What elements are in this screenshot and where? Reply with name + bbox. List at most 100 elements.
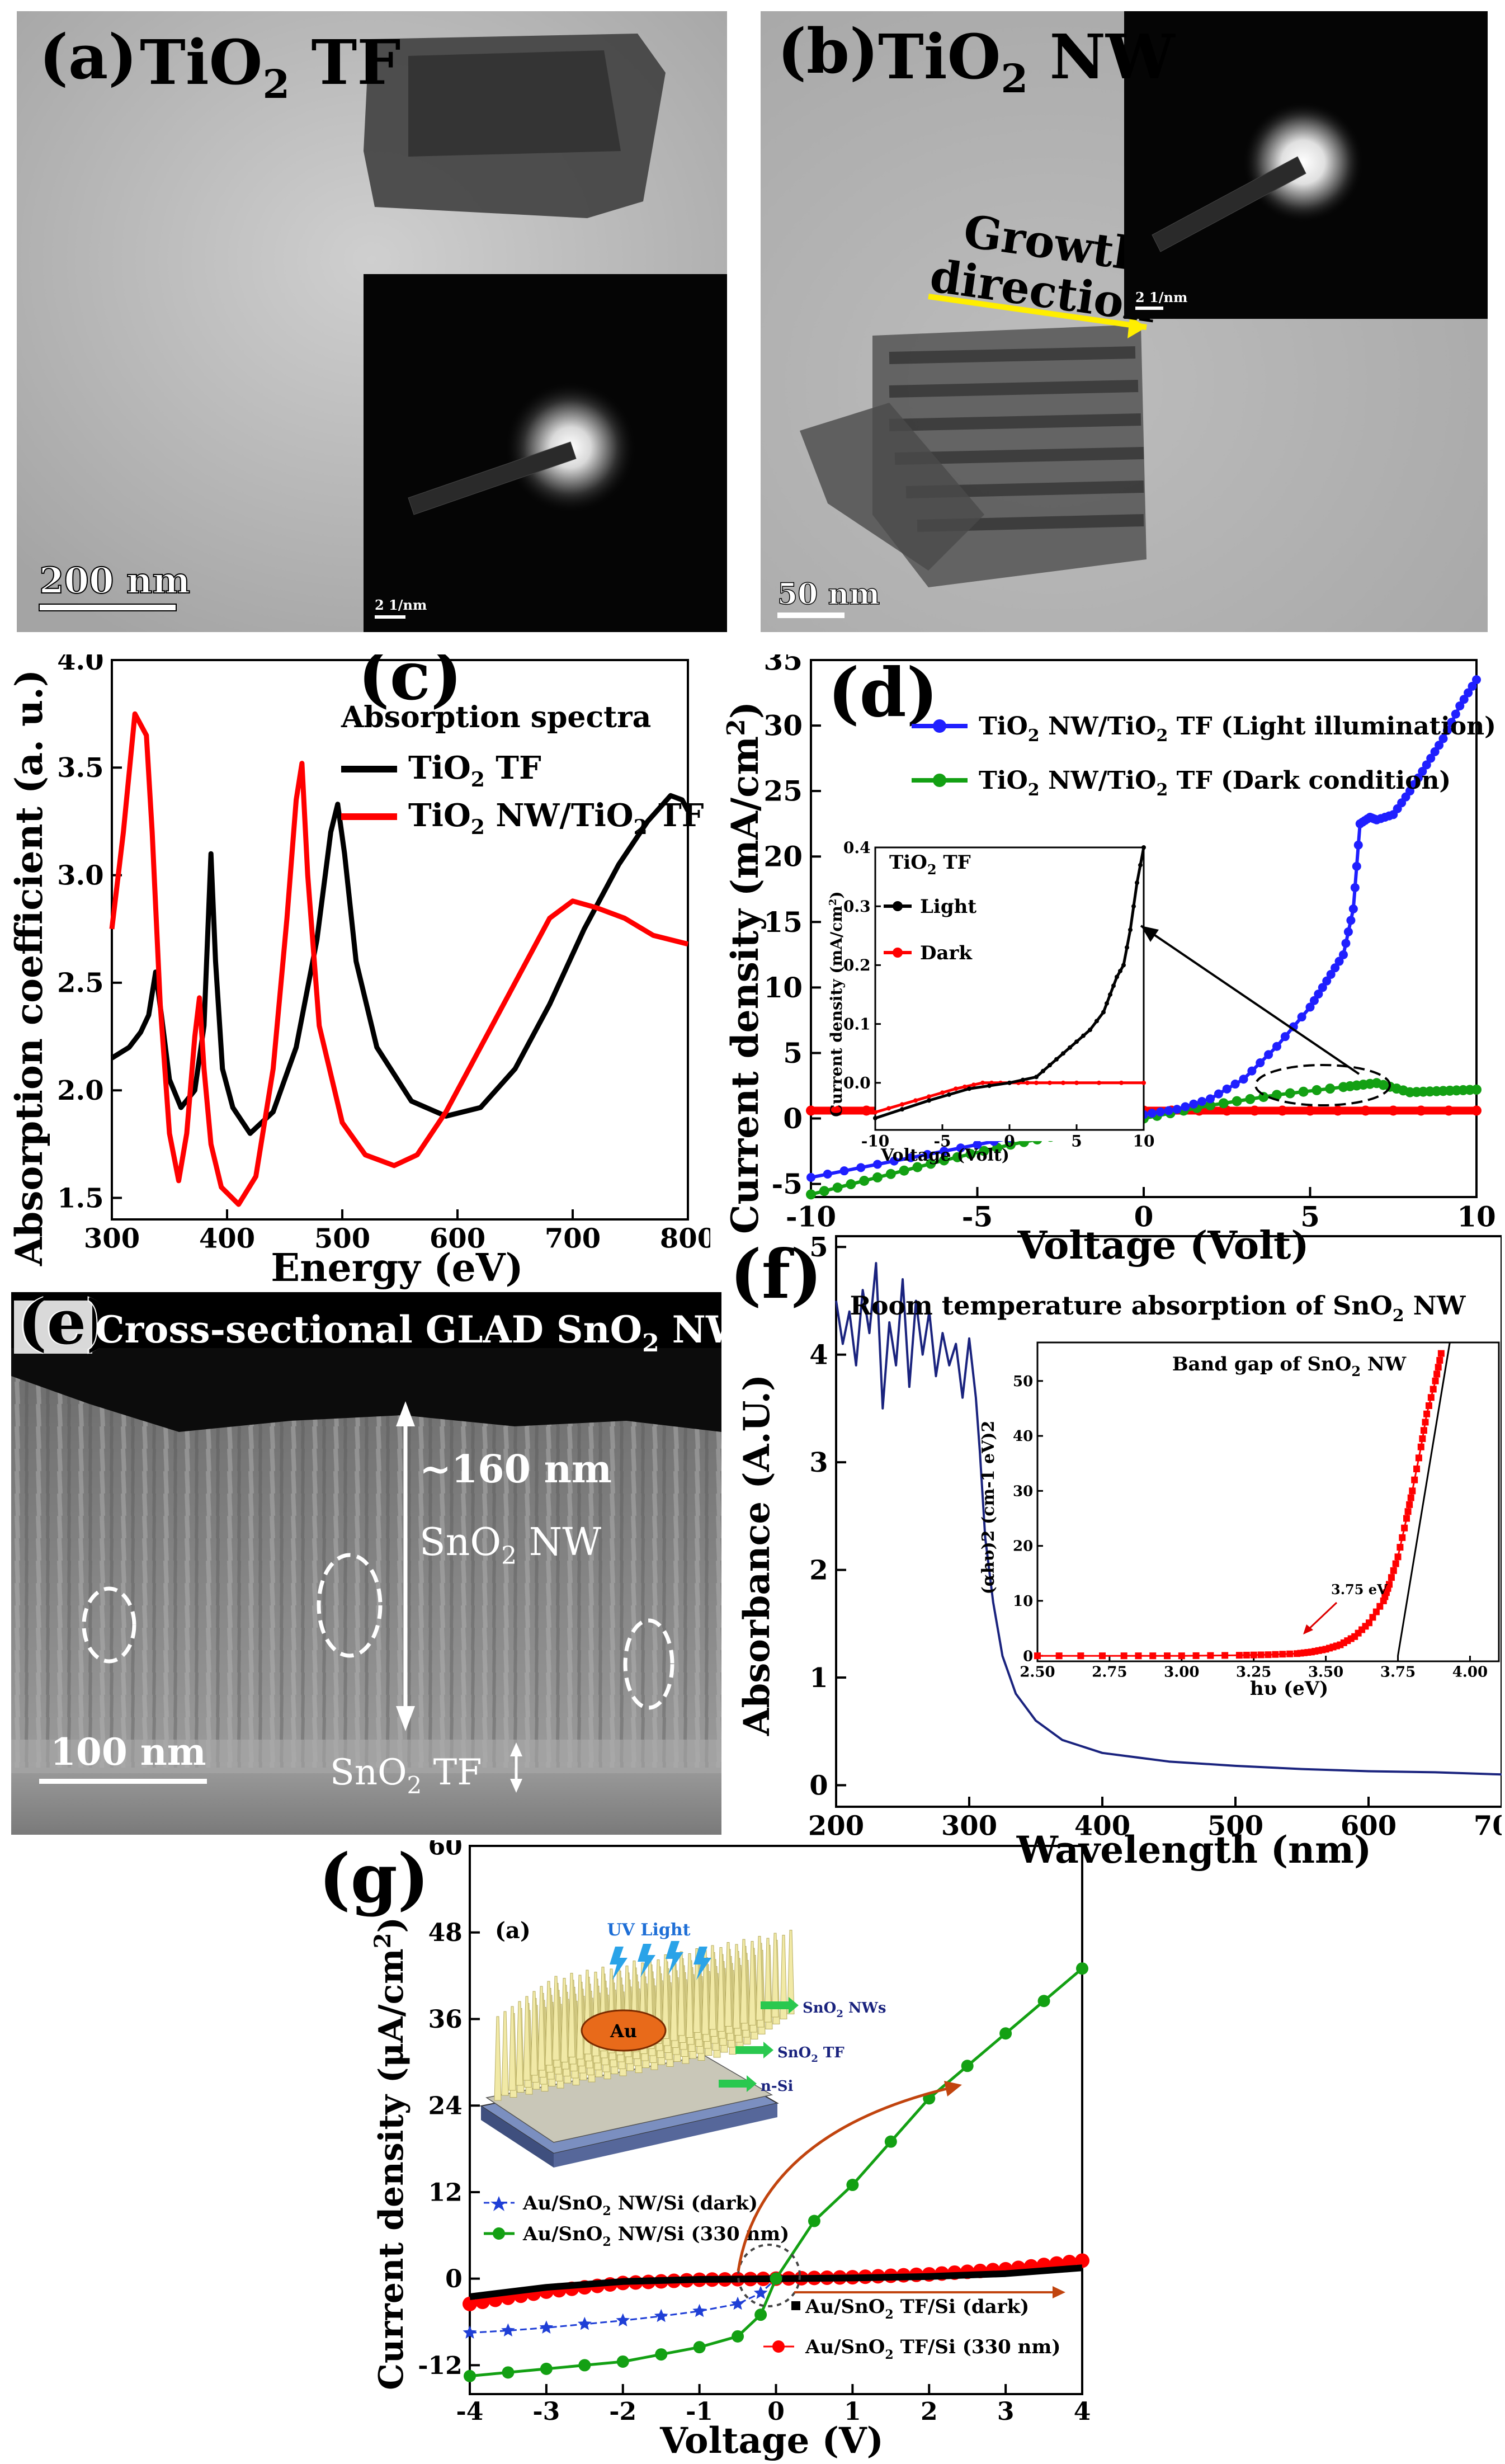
data-point [1425,1402,1432,1410]
nws-label: SnO2 NWs [803,2000,886,2020]
y-tick-label: 10 [763,971,803,1004]
y-tick-label: 1 [809,1662,828,1694]
data-point [1135,880,1139,885]
panel-e-image: (e) (e) Cross-sectional GLAD SnO2 NW ~16… [11,1285,748,1835]
nanowire [764,1938,772,2023]
data-point [1222,1084,1232,1094]
x-tick-label: -3 [532,2397,560,2426]
data-point [965,1149,976,1160]
data-point [1141,845,1146,850]
chart-f-xlabel: Wavelength (nm) [1016,1828,1371,1872]
saed-scale-label: 2 1/nm [375,597,427,613]
panel-b-image: Growth direction 2 1/nm (b) TiO2 NW 50 n… [761,11,1488,632]
panel-a-letter: (a) [39,21,137,93]
data-point [886,1106,891,1111]
data-point [1061,1051,1065,1056]
nanowire [545,1981,553,2066]
data-point [1409,1487,1416,1495]
x-tick-label: 2.50 [1020,1664,1055,1680]
data-point [1025,1080,1030,1085]
zoom-arrow [1140,925,1360,1075]
inset-f-xlabel: hυ (eV) [1250,1678,1328,1700]
scale-bar [39,1779,207,1784]
data-point [1121,963,1126,968]
data-point [979,1146,989,1156]
data-point [1386,1581,1393,1588]
data-point [1468,681,1477,691]
y-tick-label: 30 [763,709,803,742]
y-tick-label: 60 [428,1840,463,1860]
zoom-ellipse [1254,1064,1391,1106]
data-point [899,1165,909,1176]
data-point [1471,1105,1482,1116]
nanowire [787,1930,795,2014]
nanowire [733,1944,740,2029]
y-tick-label: 24 [428,2092,463,2121]
data-point [693,2341,706,2354]
data-point [808,2215,820,2227]
data-point [655,2348,668,2361]
data-point [952,1152,963,1162]
data-point [1305,1002,1315,1012]
chart-f-title: Room temperature absorption of SnO2 NW [850,1290,1466,1326]
data-point [1034,1652,1041,1660]
data-point [873,1115,877,1120]
data-point [1077,1652,1084,1660]
x-tick-label: 4 [1074,2397,1091,2426]
data-point [1415,1454,1422,1462]
nanowire [780,1935,787,2019]
legend-g-label-2: Au/SnO2 TF/Si (dark) [805,2296,1029,2322]
data-point [1451,709,1460,719]
data-point [1037,1995,1050,2008]
x-tick-label: 0 [1004,1132,1015,1150]
data-point [900,1102,904,1107]
nanowire [756,1936,763,2020]
data-point [1413,1466,1421,1473]
y-tick-label: 5 [783,1037,803,1070]
data-point [1239,1075,1248,1084]
inset-legend-label-1: Dark [920,942,973,964]
data-point [770,2272,782,2285]
data-point [732,2330,744,2343]
x-tick-label: 3.50 [1308,1664,1343,1680]
data-point [1447,718,1456,727]
x-tick-label: 3.25 [1236,1664,1271,1680]
data-point [1286,1650,1294,1657]
inset-d-xlabel: Voltage (Volt) [880,1146,1009,1165]
data-point [1442,725,1452,735]
data-point [1409,780,1419,789]
data-point [753,2286,768,2299]
y-tick-label: 3 [809,1447,828,1478]
x-tick-label: 4.00 [1452,1664,1488,1680]
data-point [1433,1370,1441,1378]
data-point [980,1080,985,1085]
data-point [1006,1139,1016,1150]
data-point [1472,675,1481,685]
data-point [947,1092,951,1097]
data-point [1401,1524,1408,1532]
tf-label: SnO2 TF [777,2044,845,2065]
data-point [963,1084,967,1089]
data-point [1131,904,1136,909]
data-point [1243,1651,1250,1659]
data-point [923,1149,932,1159]
data-point [1392,1560,1399,1567]
y-tick-label: 36 [428,2005,463,2034]
y-tick-label: 3.5 [57,752,104,784]
data-point [1432,1377,1439,1384]
data-point [1256,1058,1265,1067]
data-point [539,2320,554,2334]
scale-bar-label: 50 nm [777,577,880,611]
data-point [1264,1050,1273,1059]
data-point [1407,1494,1414,1501]
chart-c-ylabel: Absorption coefficient (a. u.) [7,670,51,1266]
data-point [1221,1652,1229,1659]
nanowire [662,1954,669,2039]
data-point [832,1182,843,1193]
chart-g-ylabel: Current density (μA/cm2) [370,1917,411,2390]
data-point [1099,1652,1106,1660]
data-point [1376,1603,1384,1610]
data-point [1272,1090,1282,1100]
y-tick-label: 3.0 [57,860,104,891]
data-point [1352,861,1361,871]
